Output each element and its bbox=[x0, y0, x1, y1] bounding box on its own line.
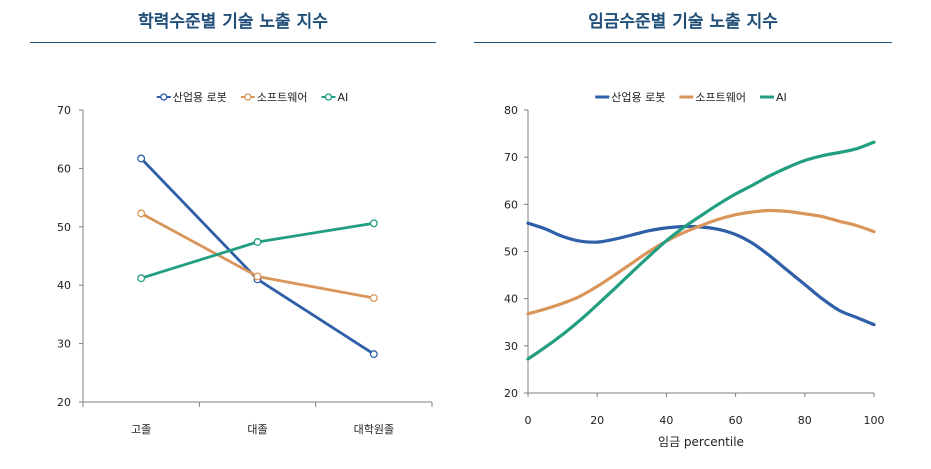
left-y-tick-label: 60 bbox=[57, 162, 71, 175]
left-legend-marker bbox=[324, 93, 333, 101]
left-y-tick-label: 30 bbox=[57, 338, 71, 351]
left-legend-marker bbox=[160, 93, 168, 101]
right-x-tick-label: 20 bbox=[590, 414, 604, 427]
left-legend-label: 소프트웨어 bbox=[257, 91, 308, 104]
left-data-point bbox=[253, 238, 262, 246]
left-y-tick-label: 20 bbox=[57, 396, 71, 409]
right-y-tick-label: 70 bbox=[504, 151, 518, 164]
left-data-point bbox=[369, 350, 378, 359]
right-y-tick-label: 40 bbox=[504, 293, 518, 306]
left-x-tick-label: 대졸 bbox=[247, 423, 267, 436]
right-x-tick-label: 40 bbox=[659, 414, 673, 427]
right-x-tick-label: 0 bbox=[525, 414, 532, 427]
right-legend-label: 산업용 로봇 bbox=[611, 91, 665, 104]
right-x-tick-label: 80 bbox=[798, 414, 812, 427]
left-y-tick-label: 40 bbox=[57, 279, 71, 292]
right-legend-label: 소프트웨어 bbox=[695, 91, 746, 104]
left-legend-label: 산업용 로봇 bbox=[173, 91, 227, 104]
right-y-tick-label: 30 bbox=[504, 340, 518, 353]
left-legend-marker bbox=[244, 93, 252, 101]
right-x-axis-title: 임금 percentile bbox=[658, 435, 744, 449]
left-y-tick-label: 50 bbox=[57, 221, 71, 234]
left-series-line bbox=[140, 212, 375, 300]
right-series-line bbox=[526, 221, 876, 327]
right-x-tick-label: 60 bbox=[729, 414, 743, 427]
left-data-point bbox=[369, 294, 378, 302]
left-data-point bbox=[137, 209, 146, 218]
left-data-point bbox=[253, 272, 262, 281]
left-data-point bbox=[137, 154, 146, 163]
left-data-point bbox=[369, 219, 378, 228]
right-chart-title: 임금수준별 기술 노출 지수 bbox=[588, 12, 778, 32]
right-series-line bbox=[526, 208, 876, 316]
left-legend-label: AI bbox=[337, 91, 348, 104]
left-title-rule bbox=[30, 42, 436, 43]
right-title-rule bbox=[474, 42, 892, 43]
right-series-line bbox=[526, 140, 876, 361]
right-y-tick-label: 50 bbox=[504, 246, 518, 259]
right-legend-label: AI bbox=[776, 91, 787, 104]
left-series-line bbox=[140, 157, 375, 356]
left-x-tick-label: 고졸 bbox=[131, 423, 151, 436]
left-y-tick-label: 70 bbox=[57, 104, 71, 117]
left-data-point bbox=[137, 274, 146, 283]
right-y-tick-label: 60 bbox=[504, 198, 518, 211]
left-chart-title: 학력수준별 기술 노출 지수 bbox=[138, 12, 328, 32]
right-y-tick-label: 80 bbox=[504, 104, 518, 117]
right-x-tick-label: 100 bbox=[864, 414, 885, 427]
left-x-tick-label: 대학원졸 bbox=[354, 423, 394, 436]
right-y-tick-label: 20 bbox=[504, 387, 518, 400]
